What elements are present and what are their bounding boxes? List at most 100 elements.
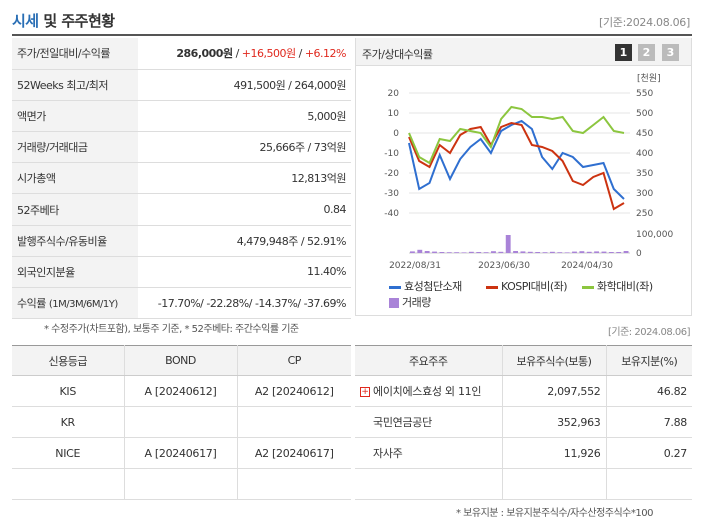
left-axis-tick-label: 10 (388, 109, 400, 119)
holder-name-cell[interactable]: + 에이치에스효성 외 11인 (355, 375, 503, 407)
row-label: 52주베타 (12, 193, 138, 226)
table-cell: A [20240617] (124, 437, 238, 469)
volume-bar (549, 251, 555, 253)
volume-bar (572, 251, 577, 253)
table-row: 국민연금공단 352,963 7.88 (355, 406, 692, 438)
table-row (355, 468, 692, 500)
return-label: 수익률 (17, 297, 46, 311)
holder-name-cell: 국민연금공단 (355, 406, 503, 438)
volume-bar (491, 251, 496, 253)
volume-bar (579, 251, 585, 253)
column-header: BOND (124, 345, 238, 376)
volume-bar (454, 252, 460, 253)
row-value: -17.70%/ -22.28%/ -14.37%/ -37.69% (138, 287, 351, 320)
volume-bar (557, 252, 563, 253)
volume-bar (476, 252, 482, 253)
reference-date: [기준:2024.08.06] (598, 16, 690, 29)
volume-bar (410, 251, 415, 253)
chart-page-3-button[interactable]: 3 (662, 44, 679, 61)
volume-bar (586, 251, 592, 253)
volume-bar (513, 251, 518, 253)
table-row: KIS A [20240612] A2 [20240612] (12, 375, 351, 407)
table-row: 외국인지분율 11.40% (12, 256, 351, 289)
left-axis-tick-label: -20 (384, 169, 399, 179)
left-axis-tick-label: -40 (384, 209, 399, 219)
legend-label: 거래량 (402, 296, 431, 309)
price-change-rate: +6.12% (304, 47, 347, 61)
right-axis-tick-label: 550 (636, 89, 653, 99)
price-change: +16,500원 (241, 47, 296, 61)
table-row: KR (12, 406, 351, 438)
left-axis-tick-label: 20 (388, 89, 400, 99)
right-axis-tick-label: 500 (636, 109, 653, 119)
volume-axis-tick-label: 0 (636, 249, 642, 259)
column-header: 주요주주 (355, 345, 503, 376)
right-axis-unit: [천원] (637, 73, 661, 84)
table-cell: NICE (12, 437, 125, 469)
chart-page-1-button[interactable]: 1 (615, 44, 632, 61)
volume-bar (527, 251, 533, 253)
column-header: 보유지분(%) (606, 345, 692, 376)
right-axis-tick-label: 400 (636, 149, 653, 159)
legend-label: KOSPI대비(좌) (501, 280, 568, 293)
table-cell (237, 406, 351, 438)
row-value: 0.84 (138, 193, 351, 226)
section-title: 시세 및 주주현황 (12, 10, 115, 31)
right-axis-tick-label: 300 (636, 189, 653, 199)
left-axis-tick-label: -30 (384, 189, 399, 199)
volume-bar (505, 235, 511, 253)
column-header: 보유주식수(보통) (502, 345, 607, 376)
table-cell: 11,926 (502, 437, 607, 469)
table-row: + 에이치에스효성 외 11인 2,097,552 46.82 (355, 375, 692, 407)
volume-bar (483, 252, 489, 253)
legend-swatch (582, 285, 594, 289)
legend-series-2: KOSPI대비(좌) (486, 278, 568, 294)
legend-swatch (389, 285, 401, 289)
row-label: 52Weeks 최고/최저 (12, 69, 138, 101)
table-row: 자사주 11,926 0.27 (355, 437, 692, 469)
row-label: 발행주식수/유동비율 (12, 225, 138, 257)
row-label: 거래량/거래대금 (12, 131, 138, 164)
row-value: 25,666주 / 73억원 (138, 131, 351, 164)
separator: / (295, 47, 305, 61)
series-line-2 (408, 121, 625, 211)
major-holders-section: 주요주주 보유주식수(보통) 보유지분(%) + 에이치에스효성 외 11인 2,… (355, 345, 692, 500)
left-axis-tick-label: -10 (384, 149, 399, 159)
table-cell (124, 406, 238, 438)
row-value: 491,500원 / 264,000원 (138, 69, 351, 101)
holders-footnote: * 보유지분 : 보유지분주식수/자수산정주식수*100 (456, 508, 653, 519)
major-holders-table: 주요주주 보유주식수(보통) 보유지분(%) + 에이치에스효성 외 11인 2,… (355, 345, 692, 500)
table-row: 수익률 (1M/3M/6M/1Y) -17.70%/ -22.28%/ -14.… (12, 287, 351, 320)
table-row: 시가총액 12,813억원 (12, 162, 351, 195)
table-cell: 2,097,552 (502, 375, 607, 407)
chart-page-2-button[interactable]: 2 (638, 44, 655, 61)
table-cell (237, 468, 351, 500)
legend-label: 화학대비(좌) (597, 280, 653, 293)
table-row: 52Weeks 최고/최저 491,500원 / 264,000원 (12, 69, 351, 101)
table-row (12, 468, 351, 500)
column-header: CP (237, 345, 351, 376)
legend-label: 효성첨단소재 (404, 280, 462, 293)
section-header: 시세 및 주주현황 [기준:2024.08.06] (12, 8, 692, 36)
volume-bar (424, 251, 430, 253)
legend-swatch (389, 298, 399, 308)
volume-bar (417, 249, 423, 253)
volume-bar (542, 252, 548, 253)
x-axis-tick-label: 2024/04/30 (561, 261, 613, 271)
table-cell: 352,963 (502, 406, 607, 438)
volume-bar (601, 251, 607, 253)
legend-volume: 거래량 (389, 294, 431, 310)
volume-bar (498, 251, 504, 253)
volume-bar (439, 252, 445, 253)
column-header: 신용등급 (12, 345, 125, 376)
title-main-text: 시세 (12, 12, 39, 30)
row-value: 5,000원 (138, 100, 351, 133)
table-cell: A2 [20240617] (237, 437, 351, 469)
table-row: 액면가 5,000원 (12, 100, 351, 133)
table-cell: KIS (12, 375, 125, 407)
holder-name-cell (355, 468, 503, 500)
volume-bar (446, 252, 452, 253)
expand-icon[interactable]: + (360, 387, 370, 397)
volume-bar (616, 252, 622, 253)
table-cell (606, 468, 692, 500)
